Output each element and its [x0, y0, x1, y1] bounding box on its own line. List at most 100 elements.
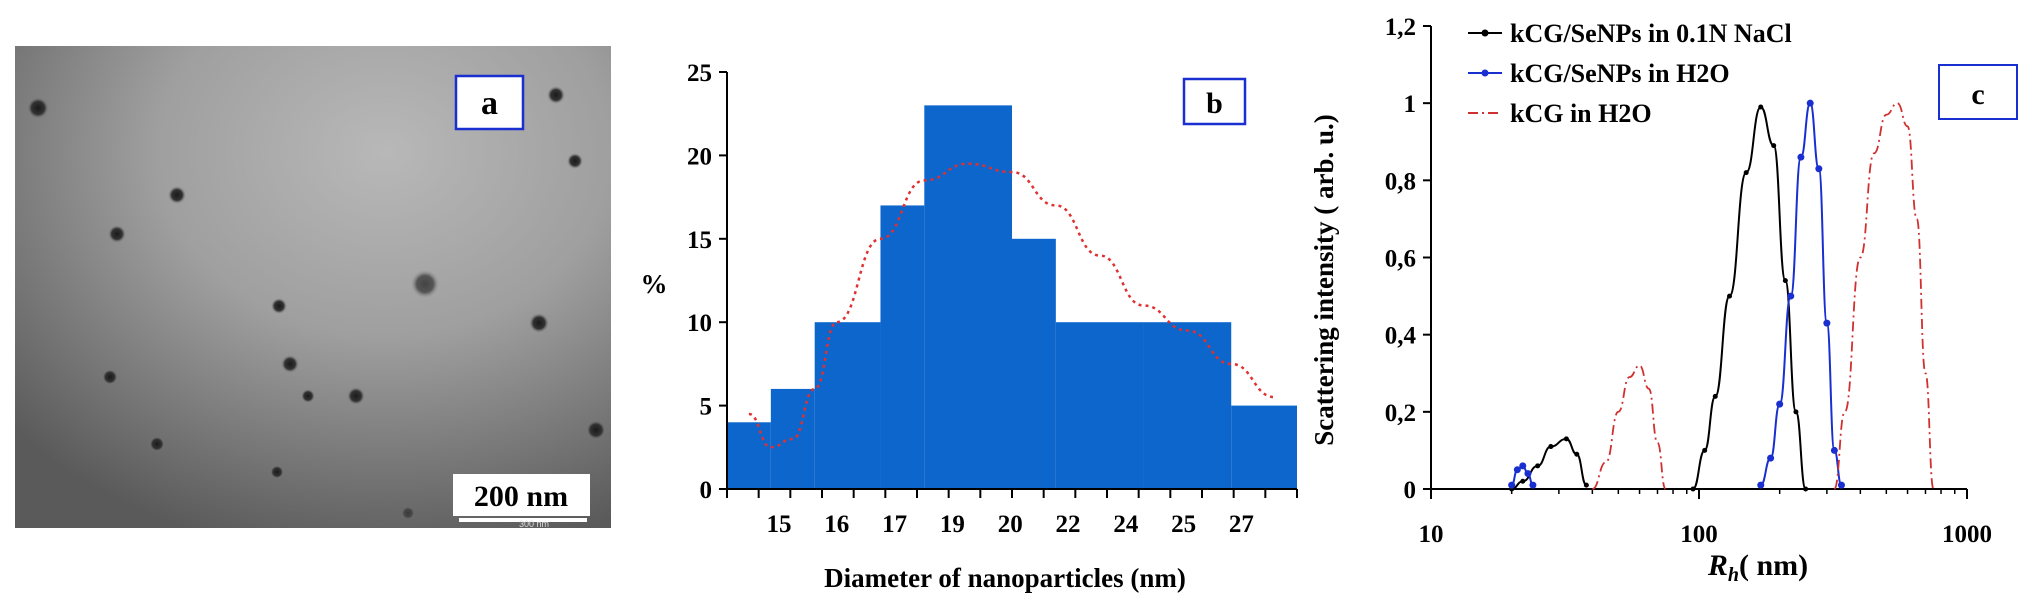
series-0-point-11	[1743, 170, 1749, 176]
series-1-point-9	[1797, 153, 1805, 161]
series-1-point-14	[1837, 481, 1845, 489]
histogram-bar-3	[880, 205, 925, 489]
c-y-tick-label-3: 0,6	[1385, 246, 1416, 273]
b-y-tick-label-3: 15	[687, 227, 712, 254]
series-0-point-5	[1574, 451, 1580, 457]
c-x-tick-label-0: 10	[1419, 521, 1444, 548]
b-x-tick-label-6: 24	[1113, 511, 1139, 538]
panel-a-label: a	[481, 85, 498, 122]
nanoparticle-dots	[27, 86, 606, 520]
b-y-tick-label-0: 0	[700, 477, 713, 504]
series-0-point-12	[1758, 104, 1764, 110]
b-x-tick-label-3: 19	[940, 511, 965, 538]
series-1-point-6	[1767, 454, 1775, 462]
series-0-point-16	[1803, 486, 1809, 492]
histogram-bar-0	[727, 422, 771, 489]
scale-bar: 200 nm 300 nm	[453, 474, 590, 529]
series-2-line-1	[1833, 102, 1935, 490]
series-1-point-12	[1823, 319, 1831, 327]
series-1-point-10	[1806, 99, 1814, 107]
c-x-axis-sub: h	[1728, 564, 1739, 586]
b-x-axis-label: Diameter of nanoparticles (nm)	[824, 563, 1186, 593]
c-y-tick-label-2: 0,4	[1385, 323, 1417, 350]
panel-b-histogram: 0 5 10 15 20 25 15 16 17 19 20 22 24 25 27 % Diameter…	[641, 60, 1298, 593]
b-x-tick-label-2: 17	[882, 511, 907, 538]
b-x-tick-label-7: 25	[1171, 511, 1196, 538]
b-x-ticks: 15 16 17 19 20 22 24 25 27	[726, 489, 1298, 538]
c-x-axis-symbol: R	[1707, 549, 1728, 582]
series-1-point-5	[1757, 481, 1765, 489]
b-x-tick-label-1: 16	[824, 511, 849, 538]
b-x-tick-label-8: 27	[1229, 511, 1254, 538]
series-1-point-4	[1529, 481, 1537, 489]
series-0-line-1	[1692, 106, 1807, 490]
series-0-point-6	[1583, 482, 1589, 488]
histogram-bars	[727, 105, 1297, 490]
histogram-bar-6	[1055, 322, 1144, 489]
series-0-point-2	[1535, 463, 1541, 469]
c-x-tick-label-1: 100	[1680, 521, 1718, 548]
series-1-point-13	[1830, 446, 1838, 454]
c-y-axis-label: Scattering intensity ( arb. u.)	[1309, 114, 1339, 445]
b-x-tick-label-5: 22	[1056, 511, 1081, 538]
b-y-tick-label-4: 20	[687, 143, 712, 170]
histogram-bar-4	[924, 105, 1012, 490]
series-0-point-9	[1712, 393, 1718, 399]
series-0-point-15	[1793, 409, 1799, 415]
series-0-point-4	[1563, 436, 1569, 442]
c-y-tick-label-1: 0,2	[1385, 400, 1416, 427]
histogram-bar-8	[1231, 405, 1297, 489]
c-legend: kCG/SeNPs in 0.1N NaCl kCG/SeNPs in H2O kC…	[1468, 19, 1792, 128]
legend-marker-1	[1481, 69, 1489, 77]
series-1-point-0	[1508, 481, 1516, 489]
legend-label-2: kCG in H2O	[1510, 99, 1652, 128]
c-y-tick-label-4: 0,8	[1385, 168, 1416, 195]
series-1-point-8	[1787, 292, 1795, 300]
series-2-line-0	[1591, 364, 1667, 490]
gaussian-fit-curve	[748, 162, 1276, 449]
series-1-point-2	[1519, 462, 1527, 470]
b-y-tick-label-1: 5	[700, 394, 713, 421]
series-0-point-1	[1520, 478, 1526, 484]
panel-a-label-box: a	[454, 74, 525, 131]
series-1-point-11	[1815, 165, 1823, 173]
histogram-bar-7	[1143, 322, 1232, 489]
panel-c-dls-plot: 0 0,2 0,4 0,6 0,8 1 1,2 10 100 1000 Scattering i…	[1309, 14, 2018, 586]
series-0-point-14	[1782, 278, 1788, 284]
panel-b-label: b	[1206, 87, 1223, 120]
series-0	[1509, 104, 1809, 492]
histogram-bar-5	[1012, 238, 1056, 489]
series-0-point-3	[1548, 444, 1554, 450]
series-0-point-7	[1690, 486, 1696, 492]
series-0-point-13	[1771, 143, 1777, 149]
c-x-axis-unit: ( nm)	[1739, 549, 1808, 582]
scalebar-small-label: 300 nm	[519, 519, 549, 529]
b-y-tick-label-5: 25	[687, 60, 712, 87]
b-y-tick-label-2: 10	[687, 310, 712, 337]
histogram-bar-2	[814, 322, 881, 489]
c-y-tick-label-6: 1,2	[1385, 14, 1416, 41]
scalebar-label: 200 nm	[474, 480, 568, 513]
c-x-tick-label-2: 1000	[1942, 521, 1992, 548]
c-x-axis-label: Rh( nm)	[1707, 549, 1808, 586]
c-y-tick-label-5: 1	[1404, 91, 1417, 118]
series-1-point-7	[1776, 400, 1784, 408]
panel-c-label: c	[1971, 78, 1984, 111]
b-x-tick-label-0: 15	[767, 511, 792, 538]
panel-b-label-box: b	[1182, 77, 1247, 126]
series-1-point-1	[1513, 466, 1521, 474]
series-1-point-3	[1524, 470, 1532, 478]
legend-label-0: kCG/SeNPs in 0.1N NaCl	[1510, 19, 1792, 48]
panel-c-label-box: c	[1938, 64, 2018, 120]
legend-marker-0	[1481, 29, 1489, 37]
c-y-tick-label-0: 0	[1404, 477, 1417, 504]
c-y-ticks: 0 0,2 0,4 0,6 0,8 1 1,2	[1385, 14, 1431, 504]
b-y-axis-label: %	[641, 269, 668, 299]
series-2	[1591, 102, 1935, 490]
c-series	[1508, 99, 1935, 492]
series-0-point-8	[1702, 447, 1708, 453]
b-x-tick-label-4: 20	[998, 511, 1023, 538]
series-0-point-10	[1727, 293, 1733, 299]
legend-label-1: kCG/SeNPs in H2O	[1510, 59, 1730, 88]
